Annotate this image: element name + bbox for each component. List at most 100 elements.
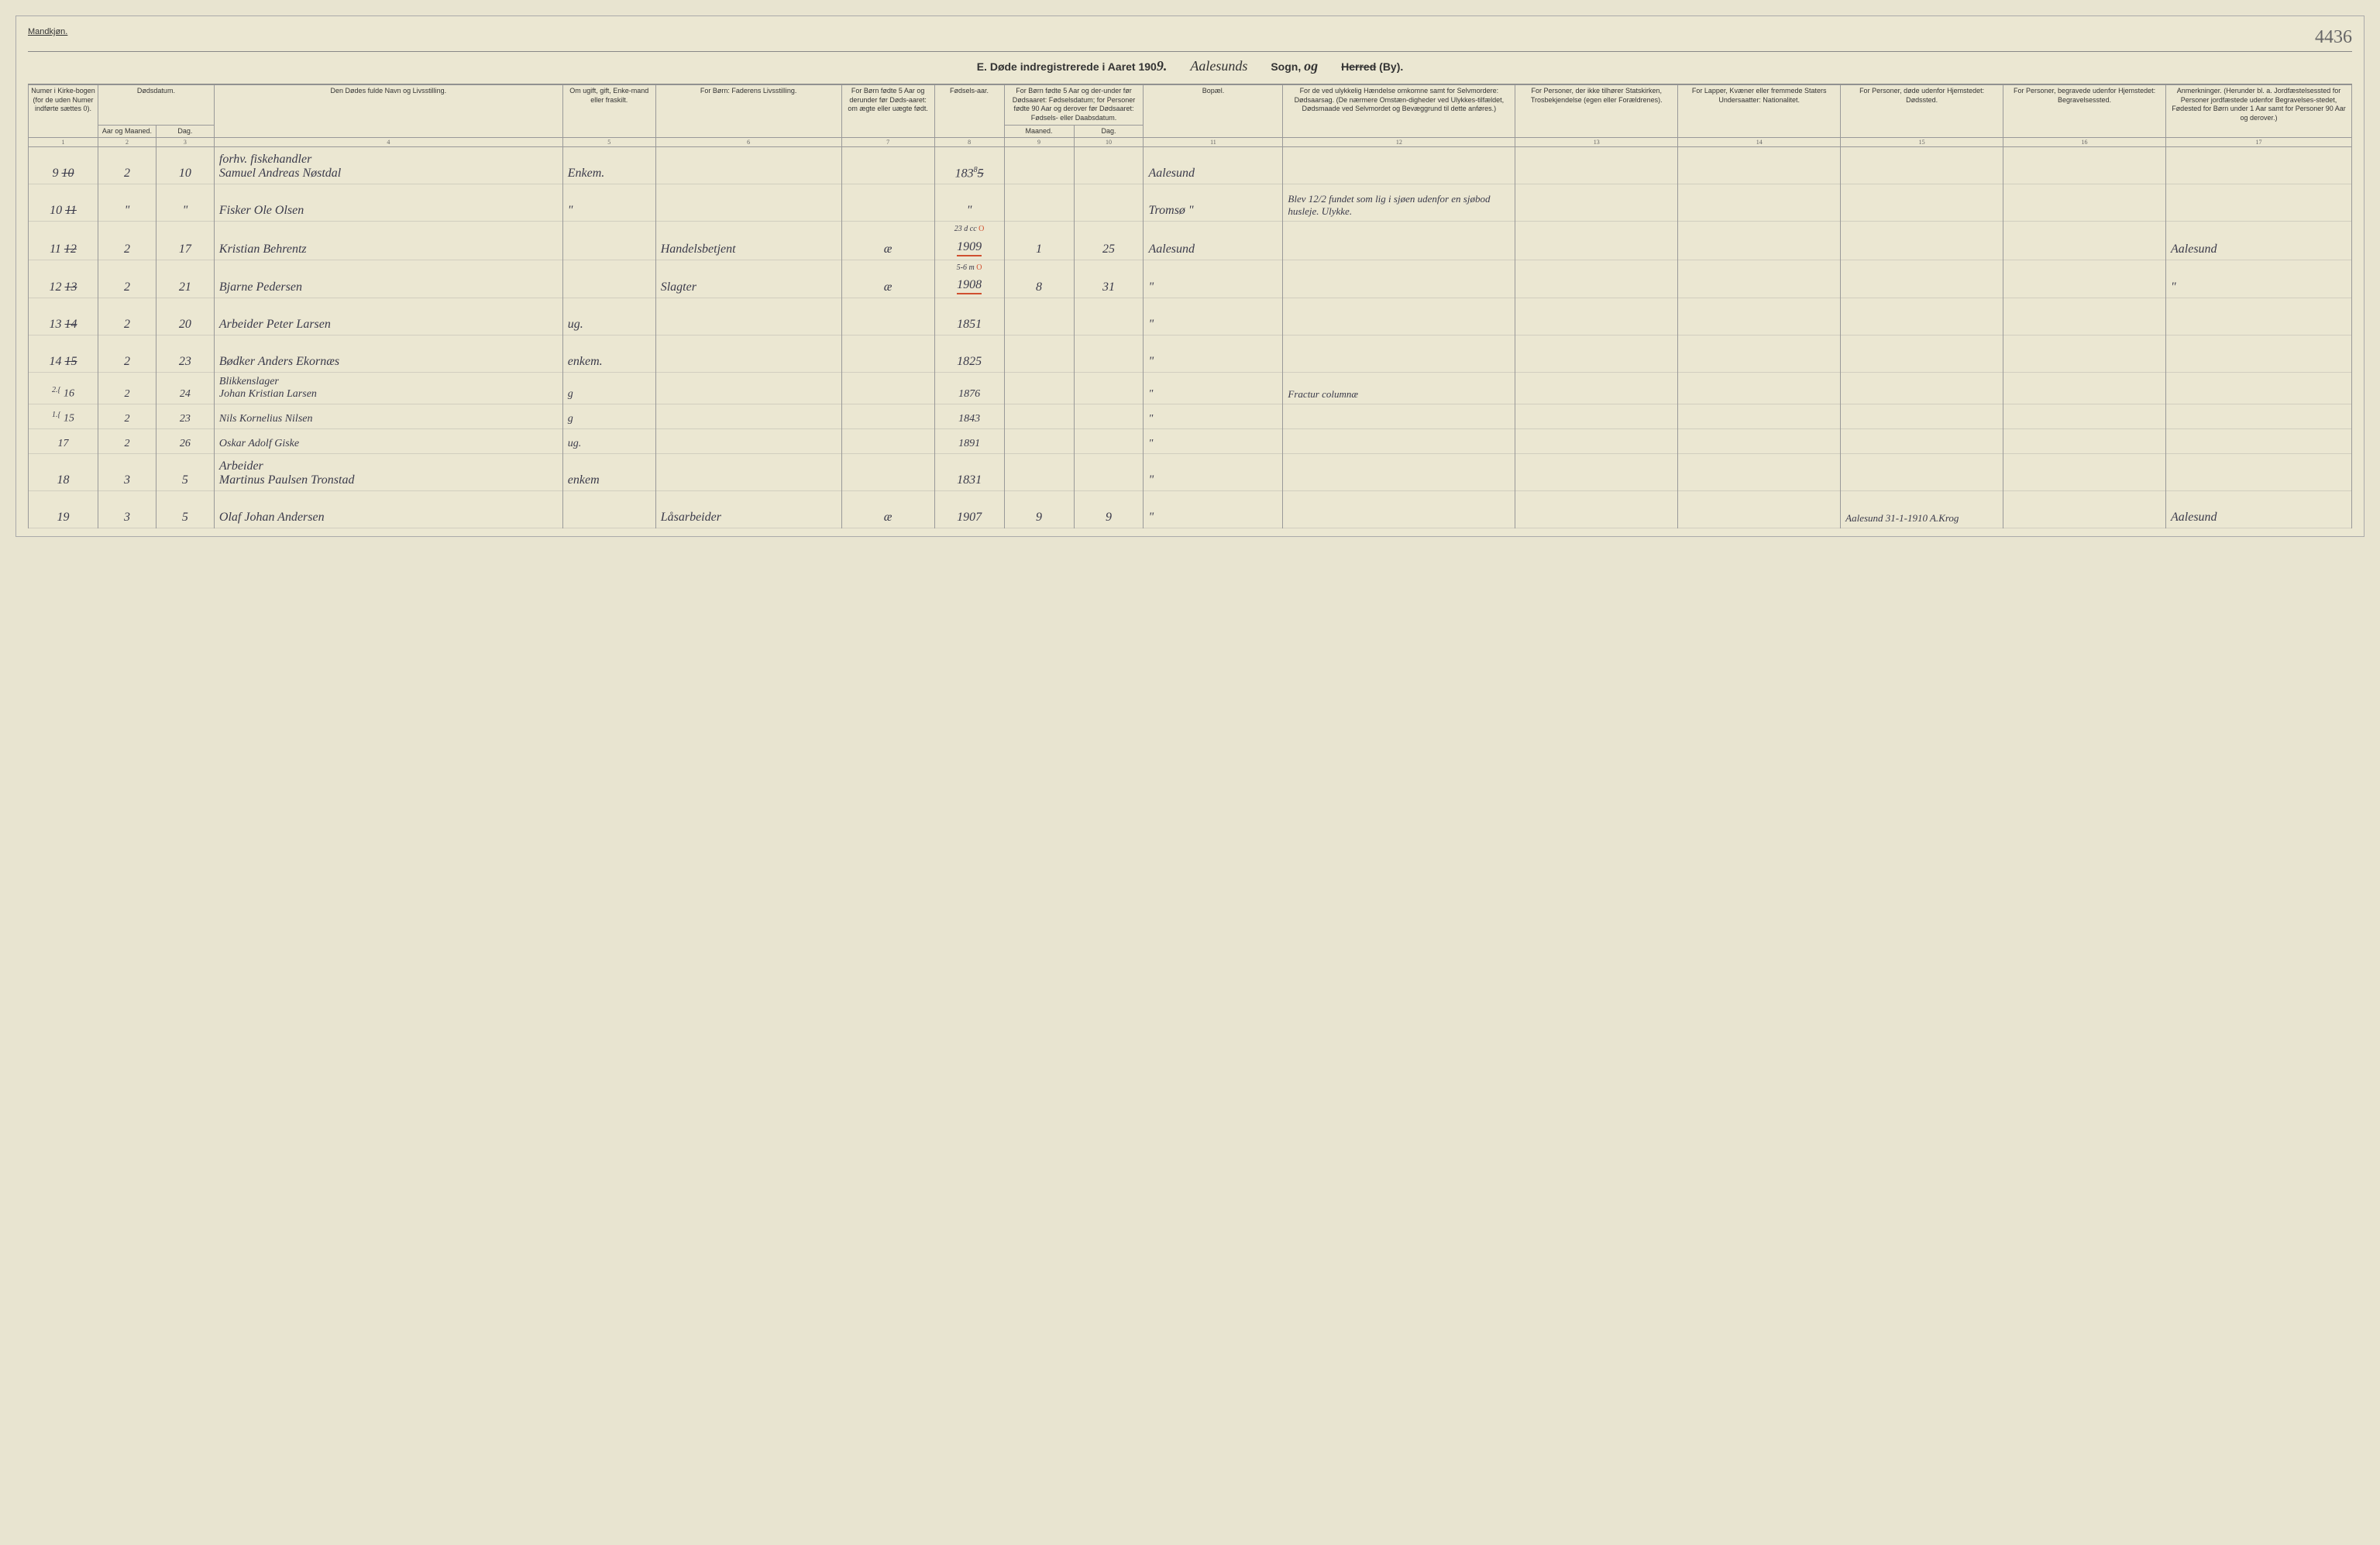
cell-16 (2003, 184, 2166, 222)
cell-birthday (1074, 454, 1144, 491)
cell-birthyear: 1831 (934, 454, 1004, 491)
table-row: 10 11""Fisker Ole Olsen""Tromsø "Blev 12… (29, 184, 2352, 222)
cell-legit (841, 404, 934, 429)
cell-14 (1678, 222, 1841, 260)
cell-15 (1841, 335, 2003, 373)
table-row: 11 12217Kristian BehrentzHandelsbetjentæ… (29, 222, 2352, 260)
cell-17 (2166, 184, 2352, 222)
h-stand: Om ugift, gift, Enke-mand eller fraskilt… (562, 85, 655, 138)
cell-residence: " (1144, 404, 1283, 429)
table-row: 9 10210forhv. fiskehandlerSamuel Andreas… (29, 147, 2352, 184)
cell-birthmonth (1004, 373, 1074, 404)
h-numer: Numer i Kirke-bogen (for de uden Numer i… (29, 85, 98, 138)
h-fdag: Dag. (1074, 125, 1144, 138)
cell-birthyear: 1891 (934, 429, 1004, 454)
cell-birthday (1074, 298, 1144, 335)
cell-numer: 17 (29, 429, 98, 454)
cell-month: 2 (98, 298, 156, 335)
cell-14 (1678, 184, 1841, 222)
cell-father: Handelsbetjent (655, 222, 841, 260)
cell-cause: Fractur columnæ (1283, 373, 1515, 404)
table-row: 1.{ 15223Nils Kornelius Nilseng1843" (29, 404, 2352, 429)
ledger-page: Mandkjøn. 4436 E. Døde indregistrerede i… (15, 15, 2365, 537)
cell-cause (1283, 429, 1515, 454)
cell-14 (1678, 404, 1841, 429)
cell-name: Nils Kornelius Nilsen (214, 404, 562, 429)
cell-16 (2003, 298, 2166, 335)
cell-birthyear: 1876 (934, 373, 1004, 404)
cell-status: enkem. (562, 335, 655, 373)
cell-numer: 11 12 (29, 222, 98, 260)
h-bopel: Bopæl. (1144, 85, 1283, 138)
cell-birthmonth (1004, 429, 1074, 454)
cell-birthday (1074, 404, 1144, 429)
sogn-label: Sogn, og (1271, 58, 1318, 74)
h-fmaaned: Maaned. (1004, 125, 1074, 138)
cell-residence: Aalesund (1144, 222, 1283, 260)
cell-father (655, 404, 841, 429)
table-row: 1835ArbeiderMartinus Paulsen Tronstadenk… (29, 454, 2352, 491)
cell-14 (1678, 298, 1841, 335)
cell-cause (1283, 491, 1515, 528)
cell-14 (1678, 260, 1841, 298)
cell-status: g (562, 404, 655, 429)
cell-13 (1515, 260, 1678, 298)
cell-birthyear: 23 d cc O1909 (934, 222, 1004, 260)
cell-father (655, 298, 841, 335)
table-row: 2.{ 16224BlikkenslagerJohan Kristian Lar… (29, 373, 2352, 404)
cell-legit: æ (841, 222, 934, 260)
h-dodsdatum: Dødsdatum. (98, 85, 214, 126)
cell-father (655, 429, 841, 454)
h-trosbekj: For Personer, der ikke tilhører Statskir… (1515, 85, 1678, 138)
cell-birthyear: 18385 (934, 147, 1004, 184)
h-navn: Den Dødes fulde Navn og Livsstilling. (214, 85, 562, 138)
h-dag: Dag. (156, 125, 214, 138)
h-dodsaarsag: For de ved ulykkelig Hændelse omkomne sa… (1283, 85, 1515, 138)
cell-birthmonth (1004, 298, 1074, 335)
cell-birthmonth (1004, 184, 1074, 222)
cell-16 (2003, 260, 2166, 298)
cell-cause (1283, 260, 1515, 298)
cell-father (655, 454, 841, 491)
cell-cause (1283, 222, 1515, 260)
cell-15 (1841, 429, 2003, 454)
h-fodselsdatum: For Børn fødte 5 Aar og der-under før Dø… (1004, 85, 1144, 126)
cell-numer: 12 13 (29, 260, 98, 298)
cell-13 (1515, 404, 1678, 429)
cell-day: 21 (156, 260, 214, 298)
cell-birthday (1074, 147, 1144, 184)
cell-day: " (156, 184, 214, 222)
cell-father (655, 373, 841, 404)
cell-cause (1283, 147, 1515, 184)
cell-day: 10 (156, 147, 214, 184)
cell-status (562, 260, 655, 298)
cell-day: 5 (156, 454, 214, 491)
cell-14 (1678, 373, 1841, 404)
cell-17 (2166, 454, 2352, 491)
cell-residence: " (1144, 429, 1283, 454)
cell-17 (2166, 429, 2352, 454)
table-row: 1935Olaf Johan AndersenLåsarbeideræ19079… (29, 491, 2352, 528)
page-number-handwritten: 4436 (2315, 27, 2352, 48)
cell-16 (2003, 491, 2166, 528)
cell-14 (1678, 491, 1841, 528)
cell-birthyear: " (934, 184, 1004, 222)
cell-16 (2003, 222, 2166, 260)
cell-month: " (98, 184, 156, 222)
cell-14 (1678, 429, 1841, 454)
cell-name: Oskar Adolf Giske (214, 429, 562, 454)
h-nasjonalitet: For Lapper, Kvæner eller fremmede Stater… (1678, 85, 1841, 138)
cell-14 (1678, 147, 1841, 184)
parish-name: Aalesunds (1190, 58, 1247, 74)
cell-15 (1841, 184, 2003, 222)
cell-17: " (2166, 260, 2352, 298)
cell-name: forhv. fiskehandlerSamuel Andreas Nøstda… (214, 147, 562, 184)
h-far: For Børn: Faderens Livsstilling. (655, 85, 841, 138)
table-row: 14 15223Bødker Anders Ekornæsenkem.1825" (29, 335, 2352, 373)
cell-15 (1841, 222, 2003, 260)
cell-17 (2166, 373, 2352, 404)
cell-status: g (562, 373, 655, 404)
cell-birthday: 25 (1074, 222, 1144, 260)
cell-birthmonth: 9 (1004, 491, 1074, 528)
cell-residence: " (1144, 298, 1283, 335)
